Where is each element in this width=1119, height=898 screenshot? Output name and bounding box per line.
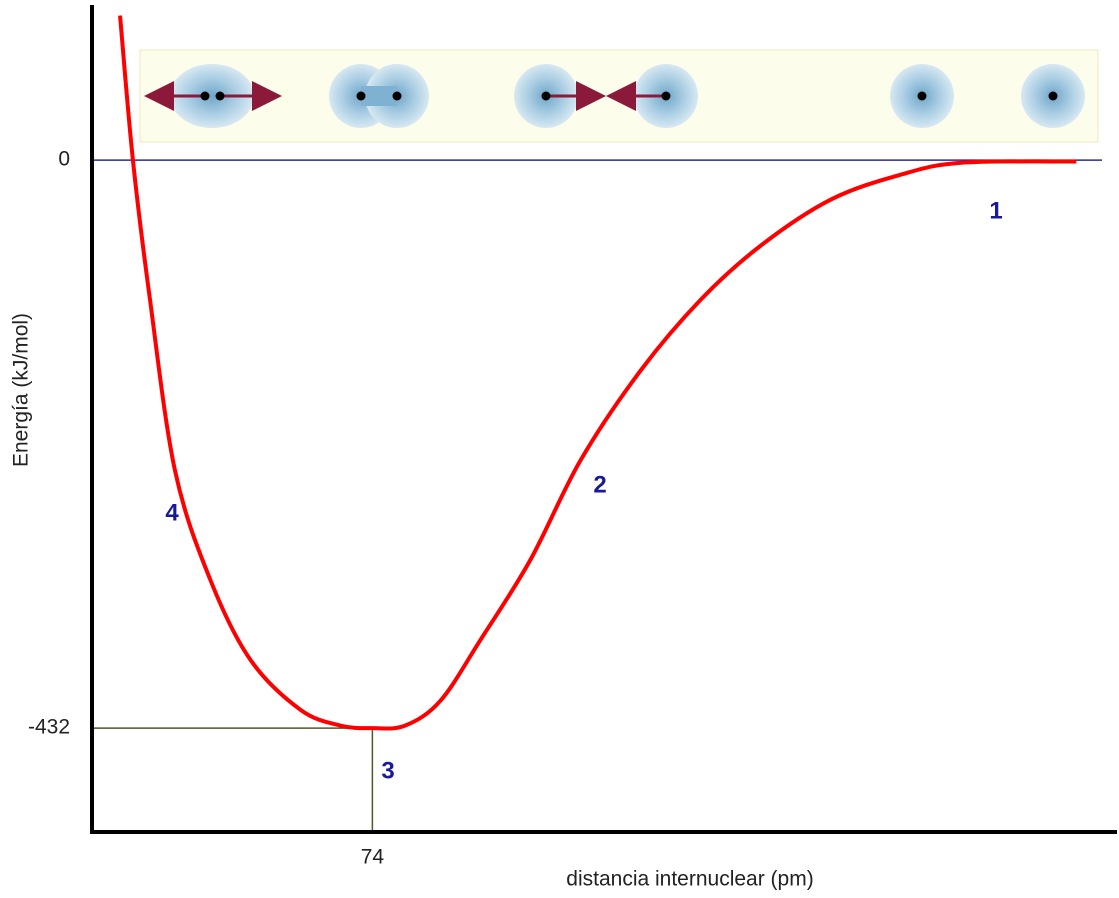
annotation: 2 <box>593 471 606 498</box>
annotation: 4 <box>165 499 179 526</box>
x-tick-label: 74 <box>361 846 385 869</box>
molecule-strip <box>139 49 1099 143</box>
energy-curve <box>118 15 1077 731</box>
annotation: 3 <box>381 757 394 784</box>
y-axis-label: Energía (kJ/mol) <box>10 313 33 467</box>
y-tick-label: -432 <box>28 716 70 739</box>
y-tick-label: 0 <box>58 148 70 171</box>
x-axis-label: distancia internuclear (pm) <box>566 868 813 891</box>
annotation: 1 <box>989 197 1002 224</box>
